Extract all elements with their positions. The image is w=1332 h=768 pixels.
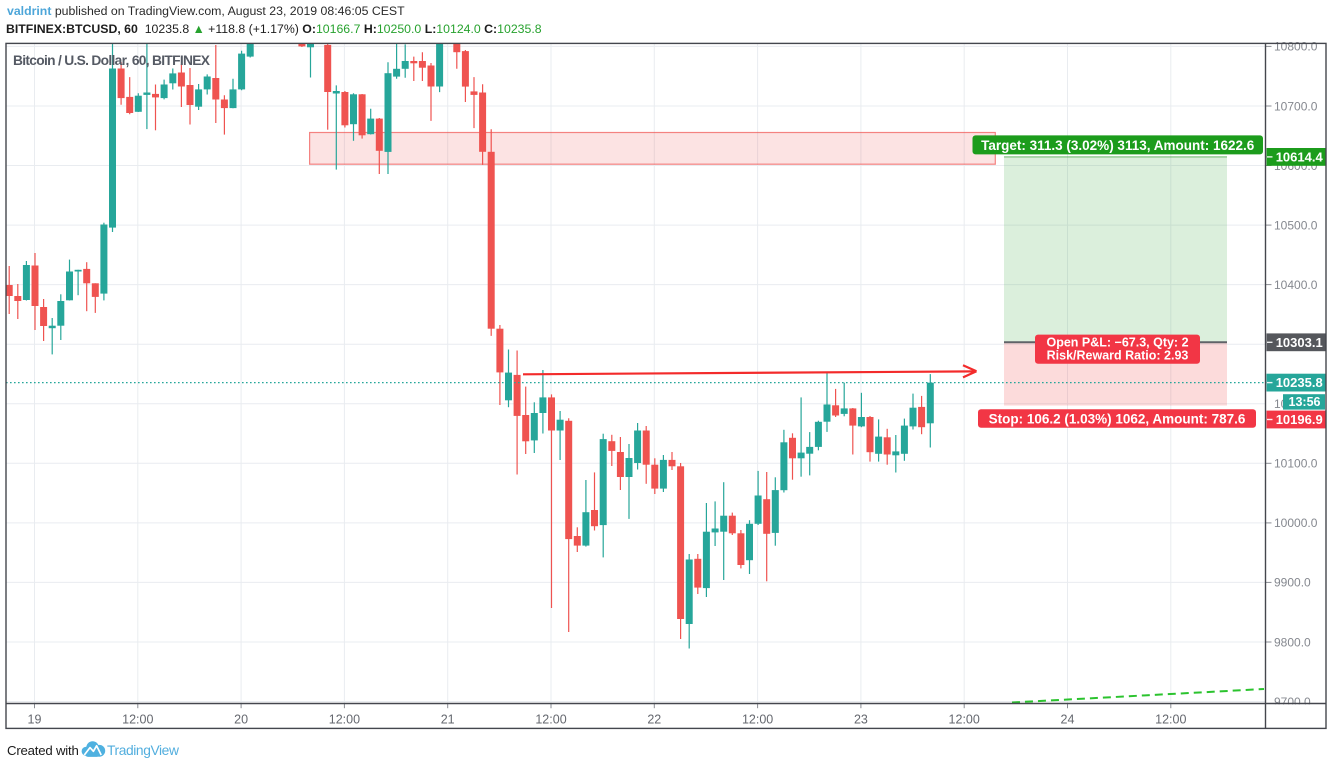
svg-text:23: 23	[854, 712, 868, 726]
svg-text:10196.9: 10196.9	[1276, 412, 1323, 427]
svg-text:Bitcoin / U.S. Dollar, 60, BIT: Bitcoin / U.S. Dollar, 60, BITFINEX	[13, 53, 211, 68]
svg-text:9900.0: 9900.0	[1274, 576, 1311, 590]
svg-text:12:00: 12:00	[535, 712, 566, 726]
svg-text:21: 21	[441, 712, 455, 726]
svg-text:Created with: Created with	[7, 743, 79, 758]
svg-text:12:00: 12:00	[742, 712, 773, 726]
svg-text:10800.0: 10800.0	[1274, 40, 1318, 54]
svg-text:Target: 311.3 (3.02%) 3113, Am: Target: 311.3 (3.02%) 3113, Amount: 1622…	[981, 138, 1255, 153]
svg-text:12:00: 12:00	[949, 712, 980, 726]
svg-text:24: 24	[1061, 712, 1075, 726]
svg-text:10614.4: 10614.4	[1276, 150, 1324, 165]
svg-text:Risk/Reward Ratio: 2.93: Risk/Reward Ratio: 2.93	[1047, 349, 1189, 363]
svg-text:12:00: 12:00	[122, 712, 153, 726]
svg-text:10235.8: 10235.8	[1276, 375, 1323, 390]
svg-text:12:00: 12:00	[1155, 712, 1186, 726]
svg-text:19: 19	[28, 712, 42, 726]
svg-text:10500.0: 10500.0	[1274, 218, 1318, 232]
svg-text:Stop: 106.2 (1.03%) 1062, Amou: Stop: 106.2 (1.03%) 1062, Amount: 787.6	[989, 412, 1246, 427]
svg-text:20: 20	[234, 712, 248, 726]
svg-text:10100.0: 10100.0	[1274, 457, 1318, 471]
svg-text:10000.0: 10000.0	[1274, 516, 1318, 530]
svg-text:10400.0: 10400.0	[1274, 278, 1318, 292]
svg-text:Open P&L: −67.3, Qty: 2: Open P&L: −67.3, Qty: 2	[1046, 335, 1188, 349]
svg-text:9800.0: 9800.0	[1274, 635, 1311, 649]
svg-text:13:56: 13:56	[1289, 395, 1321, 409]
svg-text:10303.1: 10303.1	[1276, 335, 1323, 350]
svg-text:TradingView: TradingView	[107, 743, 179, 758]
svg-text:12:00: 12:00	[329, 712, 360, 726]
svg-text:10700.0: 10700.0	[1274, 99, 1318, 113]
svg-text:22: 22	[647, 712, 661, 726]
